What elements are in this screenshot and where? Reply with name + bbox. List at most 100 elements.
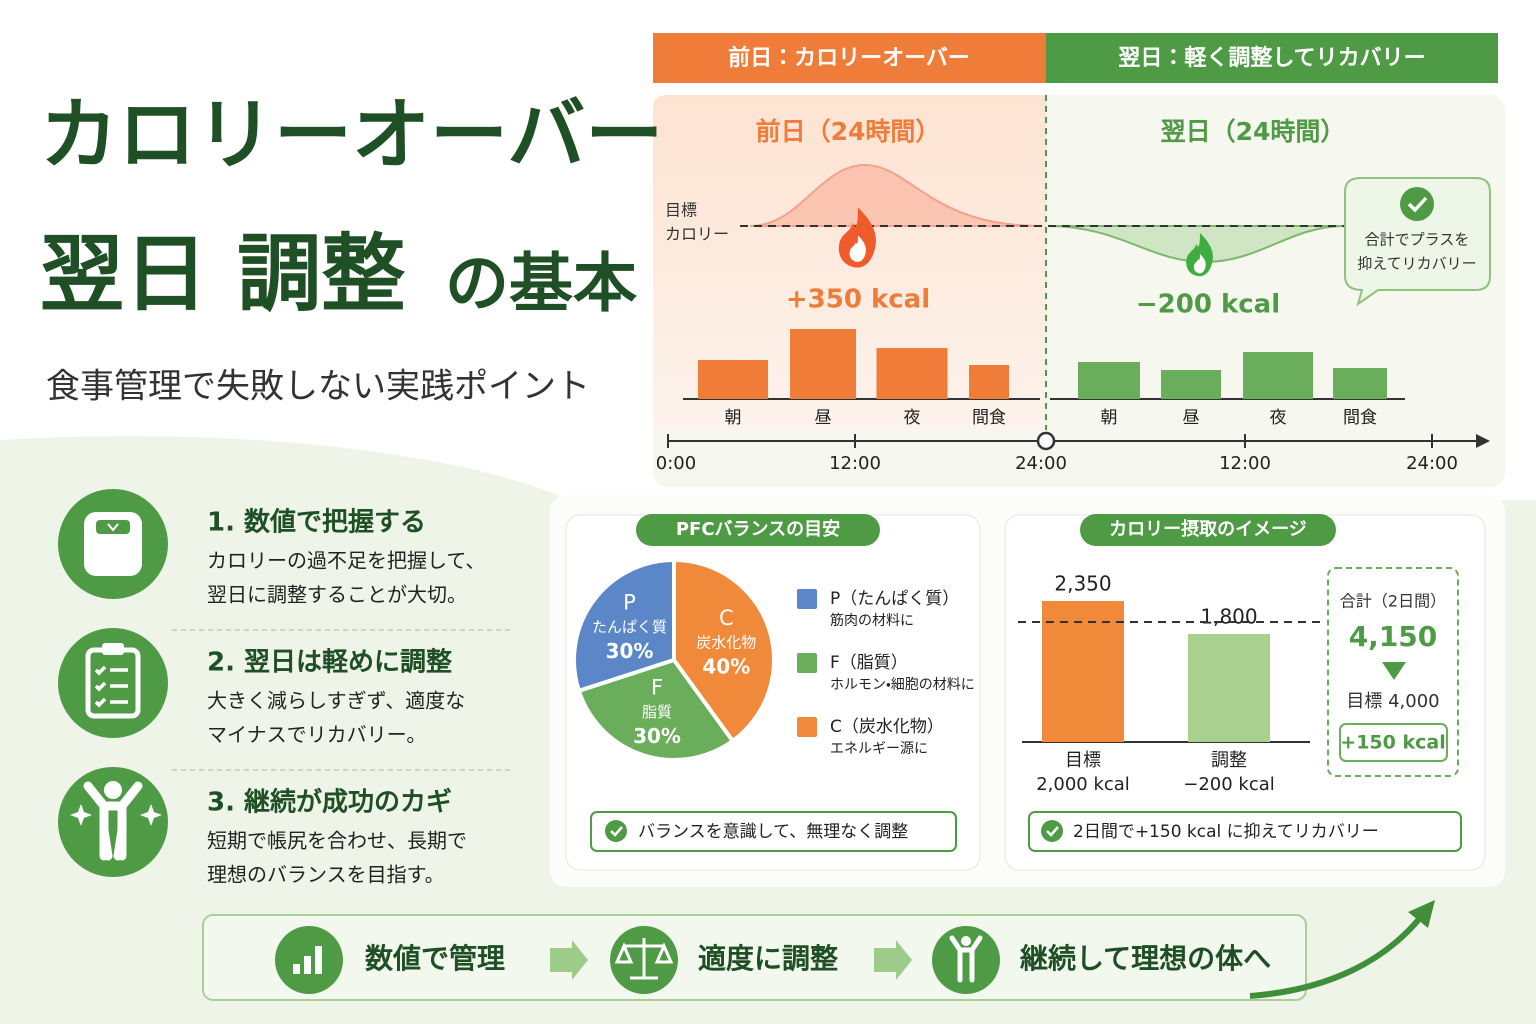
point-icon-bg: [58, 767, 168, 877]
meal-bar: [1161, 370, 1221, 399]
slice-letter: P: [623, 591, 636, 615]
slice-value: 40%: [702, 655, 750, 679]
banner-text: 前日：カロリーオーバー: [728, 45, 970, 71]
slice-name: 脂質: [642, 703, 672, 721]
summary-target: 目標 4,000: [1346, 691, 1439, 712]
summary-title: 合計（2日間）: [1340, 592, 1446, 611]
slice-letter: C: [719, 606, 734, 630]
bar-category: 目標: [1065, 750, 1101, 771]
flow-text: 数値で管理: [365, 942, 505, 975]
down-arrow: [1382, 662, 1406, 680]
banner-left: [653, 33, 1046, 83]
bar-value: 1,800: [1200, 605, 1257, 629]
note-box: [590, 811, 957, 852]
growth-arrow-head: [1408, 900, 1435, 928]
check-mark: [1046, 826, 1059, 837]
flow-text: 継続して理想の体へ: [1020, 942, 1271, 975]
legend-text: P（たんぱく質）: [830, 589, 959, 609]
person-body: [83, 781, 143, 861]
time-axis-arrow: [1476, 434, 1490, 448]
person-icon: [949, 935, 983, 983]
bar-sublabel: 2,000 kcal: [1036, 774, 1130, 795]
intake-bar: [1188, 634, 1270, 742]
flow-arrow: [550, 940, 588, 980]
legend-swatch: [797, 589, 817, 609]
sparkle: [70, 804, 162, 826]
slice-value: 30%: [633, 724, 681, 748]
slice-letter: F: [651, 675, 663, 699]
point-title: 1. 数値で把握する: [207, 508, 426, 538]
scale-dial: [96, 520, 130, 534]
diff-box: [1339, 723, 1448, 762]
time-label: 0:00: [656, 453, 696, 474]
time-label: 24:00: [1406, 453, 1458, 474]
check-icon: [605, 820, 627, 842]
flow-icon-bg: [932, 926, 1000, 994]
meal-label: 朝: [1101, 408, 1118, 428]
meal-bar: [790, 329, 856, 399]
summary-diff: +150 kcal: [1340, 732, 1445, 754]
point-title: 3. 継続が成功のカギ: [207, 787, 452, 818]
banner-right: [1046, 33, 1498, 83]
slice-name: たんぱく質: [592, 618, 667, 636]
meal-label: 間食: [972, 408, 1006, 428]
delta-label: −200 kcal: [1136, 290, 1280, 320]
card-title: PFCバランスの目安: [676, 518, 840, 540]
pill: [636, 514, 880, 546]
clipboard-clip: [102, 643, 124, 655]
pie-slice: [672, 557, 776, 744]
time-label: 24:00: [1015, 453, 1067, 474]
banner-text: 翌日：軽く調整してリカバリー: [1118, 45, 1425, 71]
target-label: 目標: [665, 201, 697, 220]
chart-icon: [293, 946, 322, 974]
time-label: 12:00: [829, 453, 881, 474]
day-title: 翌日（24時間）: [1161, 117, 1346, 146]
time-label: 12:00: [1219, 453, 1271, 474]
person-head: [961, 936, 971, 946]
title: 翌日 調整: [40, 225, 405, 323]
legend-note: 筋肉の材料に: [830, 612, 914, 629]
speech-bubble: [1344, 177, 1491, 307]
delta-label: +350 kcal: [786, 285, 930, 315]
legend-swatch: [797, 653, 817, 673]
meal-label: 夜: [904, 408, 921, 428]
legend-text: F（脂質）: [830, 653, 908, 673]
check-mark: [1407, 196, 1428, 213]
point-text: 大きく減らしすぎず、適度な: [207, 689, 465, 713]
balance-icon: [614, 938, 674, 980]
target-label: カロリー: [665, 225, 729, 244]
bubble-text: 合計でプラスを: [1365, 231, 1470, 249]
point-text: 理想のバランスを目指す。: [207, 863, 445, 887]
meal-label: 夜: [1270, 408, 1287, 428]
bar-category: 調整: [1211, 750, 1247, 771]
check-icon: [1041, 820, 1063, 842]
slice-name: 炭水化物: [696, 634, 756, 652]
point-text: カロリーの過不足を把握して、: [207, 549, 485, 573]
flame-icon: [838, 207, 876, 268]
bar-sublabel: −200 kcal: [1183, 774, 1275, 795]
pill: [1080, 514, 1336, 546]
legend-note: ホルモン・細胞の材料に: [830, 677, 975, 693]
flow-text: 適度に調整: [698, 942, 839, 975]
clipboard-lines: [94, 665, 128, 708]
bubble-text: 抑えてリカバリー: [1357, 255, 1476, 273]
legend-swatch: [797, 717, 817, 737]
flame-inner: [1193, 254, 1206, 274]
slice-value: 30%: [606, 639, 654, 663]
meal-bar: [1078, 362, 1140, 399]
day-title: 前日（24時間）: [756, 117, 941, 146]
point-icon-bg: [58, 628, 168, 738]
pie-slice: [576, 657, 736, 762]
meal-bar: [698, 360, 768, 399]
flame-inner: [849, 235, 866, 262]
card-title: カロリー摂取のイメージ: [1109, 518, 1307, 540]
note-text: バランスを意識して、無理なく調整: [638, 822, 908, 842]
person-head: [104, 781, 122, 799]
meal-label: 朝: [725, 408, 742, 428]
day-boundary: [1036, 431, 1056, 451]
surplus-curve: [749, 163, 1041, 227]
title: カロリーオーバー: [40, 90, 663, 180]
point-text: マイナスでリカバリー。: [207, 723, 426, 747]
meal-label: 昼: [1183, 408, 1200, 428]
pie-slice: [572, 557, 676, 694]
